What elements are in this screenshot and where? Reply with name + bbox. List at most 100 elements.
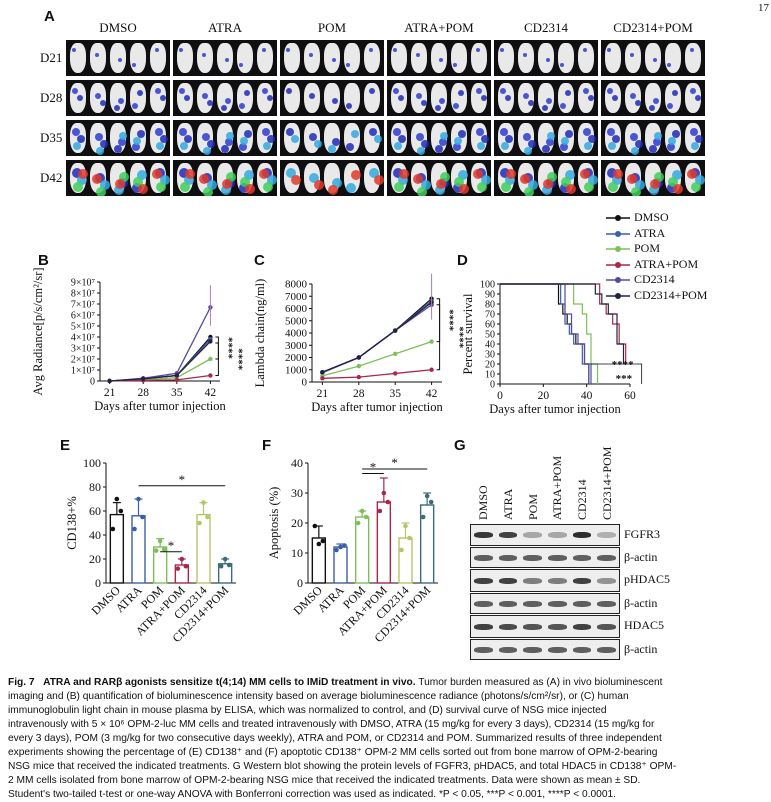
signal-spot	[583, 128, 591, 136]
y-tick-label: 0	[297, 576, 303, 590]
data-point	[355, 520, 361, 526]
data-point	[312, 523, 318, 529]
bli-image	[173, 120, 277, 156]
signal-spot	[267, 95, 273, 101]
data-point	[179, 556, 185, 562]
data-point	[222, 556, 228, 562]
bli-image	[387, 120, 491, 156]
signal-spot	[155, 48, 159, 52]
signal-spot	[458, 170, 468, 180]
data-point	[132, 526, 137, 532]
signal-spot	[226, 132, 234, 140]
signal-spot	[440, 132, 448, 140]
signal-spot	[346, 183, 356, 193]
bli-image	[387, 80, 491, 116]
signal-spot	[649, 185, 659, 195]
y-tick-label: 10	[291, 546, 303, 560]
mouse-silhouette	[150, 43, 166, 73]
blot-band	[498, 646, 518, 653]
signal-spot	[225, 58, 229, 62]
data-point	[136, 496, 141, 502]
signal-spot	[369, 88, 375, 94]
mouse-silhouette	[90, 43, 106, 73]
signal-spot	[393, 128, 401, 136]
data-point	[420, 514, 426, 520]
signal-spot	[476, 48, 480, 52]
signal-spot	[179, 88, 185, 94]
panel-letter-f: F	[262, 437, 272, 454]
y-tick-label: 40	[89, 528, 101, 542]
signal-spot	[501, 142, 509, 150]
legend-label: CD2314+POM	[634, 287, 708, 302]
signal-spot	[687, 169, 697, 179]
signal-spot	[332, 58, 336, 62]
signal-spot	[653, 58, 657, 62]
signal-spot	[453, 103, 459, 109]
y-tick-label: 9×10⁷	[71, 278, 96, 289]
signal-spot	[436, 179, 446, 189]
signal-spot	[314, 180, 324, 190]
signal-spot	[328, 145, 336, 153]
data-point	[208, 339, 213, 344]
blot-band	[523, 646, 542, 653]
signal-spot	[653, 138, 661, 146]
sig-label: *	[168, 538, 175, 553]
signal-spot	[668, 177, 678, 187]
signal-spot	[77, 95, 83, 101]
figure-caption: Fig. 7 ATRA and RARβ agonists sensitize …	[8, 676, 768, 802]
blot-band	[498, 554, 518, 561]
signal-spot	[398, 175, 408, 185]
bli-image	[66, 40, 170, 76]
y-tick-label: 100	[480, 280, 495, 291]
panel-letter-g: G	[454, 437, 466, 454]
signal-spot	[477, 142, 485, 150]
x-tick-label: 0	[497, 390, 503, 402]
signal-spot	[332, 98, 338, 104]
signal-spot	[202, 93, 208, 99]
signal-spot	[309, 133, 317, 141]
signal-spot	[481, 175, 491, 185]
data-point	[201, 500, 206, 505]
y-tick-label: 30	[291, 486, 303, 500]
caption-title: ATRA and RARβ agonists sensitize t(4;14)…	[43, 677, 416, 688]
y-tick-label: 5000	[285, 315, 308, 327]
mouse-silhouette	[344, 43, 360, 73]
signal-spot	[453, 143, 461, 151]
caption-fig-label: Fig. 7	[8, 677, 35, 688]
signal-spot	[631, 187, 641, 196]
signal-spot	[607, 168, 617, 178]
signal-spot	[505, 135, 513, 143]
data-point	[429, 367, 434, 372]
signal-spot	[160, 175, 170, 185]
signal-spot	[523, 53, 527, 57]
signal-spot	[528, 180, 538, 190]
bli-image	[280, 40, 384, 76]
signal-spot	[291, 175, 301, 185]
signal-spot	[439, 58, 443, 62]
blot-band	[548, 554, 567, 561]
signal-spot	[524, 147, 532, 155]
signal-spot	[523, 93, 529, 99]
lane-label: DMSO	[476, 485, 491, 520]
bli-image	[173, 80, 277, 116]
blot-band	[572, 532, 592, 538]
signal-spot	[421, 100, 427, 106]
mouse-silhouette	[257, 83, 273, 113]
legend-entry: CD2314+POM	[606, 288, 707, 303]
signal-spot	[309, 93, 315, 99]
data-point	[342, 543, 347, 548]
blot-band	[548, 623, 567, 630]
y-axis-label: Lambda chain(ng/ml)	[253, 279, 267, 388]
y-tick-label: 7000	[285, 291, 308, 303]
series-line	[109, 307, 211, 382]
y-tick-label: 20	[291, 516, 303, 530]
bli-image	[601, 80, 705, 116]
data-point	[356, 374, 361, 380]
signal-spot	[542, 145, 550, 153]
bli-image	[387, 160, 491, 196]
x-tick-label: 21	[317, 388, 329, 400]
blot-row-label: FGFR3	[624, 527, 661, 541]
signal-spot	[72, 48, 76, 52]
data-point	[393, 328, 398, 333]
signal-spot	[608, 182, 618, 192]
